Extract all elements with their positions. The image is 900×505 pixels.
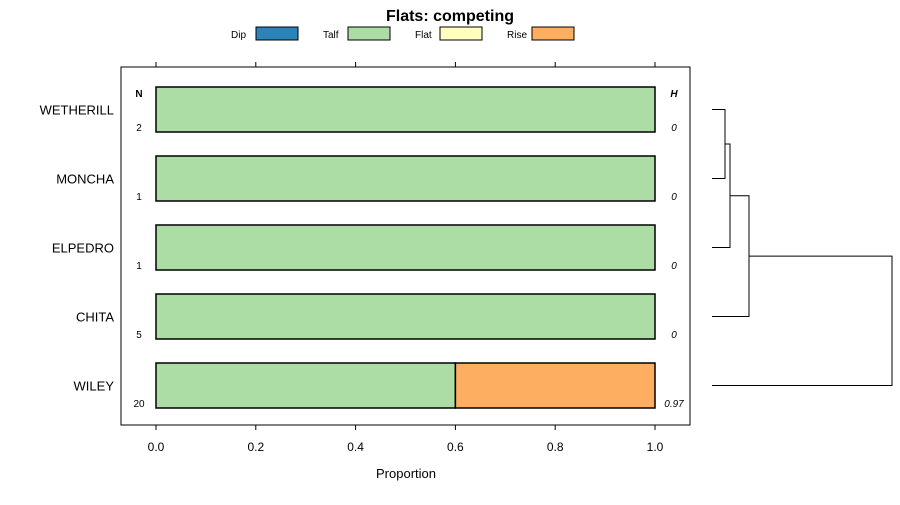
x-tick-label: 0.8 xyxy=(547,440,564,454)
chart-title: Flats: competing xyxy=(386,8,514,25)
dendrogram xyxy=(712,109,893,386)
bar-wetherill-talf xyxy=(155,86,656,133)
n-value-elpedro: 1 xyxy=(136,261,142,272)
h-value-elpedro: 0 xyxy=(671,261,677,272)
n-value-moncha: 1 xyxy=(136,192,142,203)
x-tick-label: 1.0 xyxy=(647,440,664,454)
legend-swatch-rise xyxy=(531,26,575,41)
bar-moncha-talf xyxy=(155,155,656,202)
bars xyxy=(155,86,656,409)
n-column-header: N xyxy=(135,89,142,100)
dendrogram-branch-2 xyxy=(712,143,731,248)
h-value-wiley: 0.97 xyxy=(664,399,684,410)
category-label-moncha: MONCHA xyxy=(56,172,114,187)
x-tick-label: 0.6 xyxy=(447,440,464,454)
h-value-chita: 0 xyxy=(671,330,677,341)
legend-swatch-talf xyxy=(347,26,391,41)
legend-label-flat: Flat xyxy=(415,30,432,41)
bar-wiley-rise xyxy=(454,362,656,409)
top-axis-ticks xyxy=(155,62,656,67)
category-label-elpedro: ELPEDRO xyxy=(52,241,114,256)
h-column-header: H xyxy=(670,89,678,100)
n-value-chita: 5 xyxy=(136,330,142,341)
x-tick-label: 0.0 xyxy=(148,440,165,454)
bar-wiley-talf xyxy=(155,362,457,409)
legend: Dip Talf Flat Rise xyxy=(231,26,575,41)
dendrogram-branch-1 xyxy=(712,109,726,179)
plot-panel xyxy=(120,66,691,426)
x-tick-label: 0.2 xyxy=(247,440,264,454)
x-axis: 0.0 0.2 0.4 0.6 0.8 1.0 xyxy=(148,425,664,454)
legend-swatch-dip xyxy=(255,26,299,41)
bar-elpedro-talf xyxy=(155,224,656,271)
h-value-moncha: 0 xyxy=(671,192,677,203)
n-value-wiley: 20 xyxy=(133,399,145,410)
x-tick-label: 0.4 xyxy=(347,440,364,454)
n-value-wetherill: 2 xyxy=(136,123,142,134)
legend-label-talf: Talf xyxy=(323,30,339,41)
category-label-wiley: WILEY xyxy=(74,379,115,394)
category-label-chita: CHITA xyxy=(76,310,114,325)
legend-swatch-flat xyxy=(439,26,483,41)
x-axis-title: Proportion xyxy=(376,466,436,481)
legend-label-dip: Dip xyxy=(231,30,246,41)
bar-chita-talf xyxy=(155,293,656,340)
category-label-wetherill: WETHERILL xyxy=(40,103,114,118)
legend-label-rise: Rise xyxy=(507,30,527,41)
h-value-wetherill: 0 xyxy=(671,123,677,134)
dendrogram-branch-4 xyxy=(712,255,893,386)
